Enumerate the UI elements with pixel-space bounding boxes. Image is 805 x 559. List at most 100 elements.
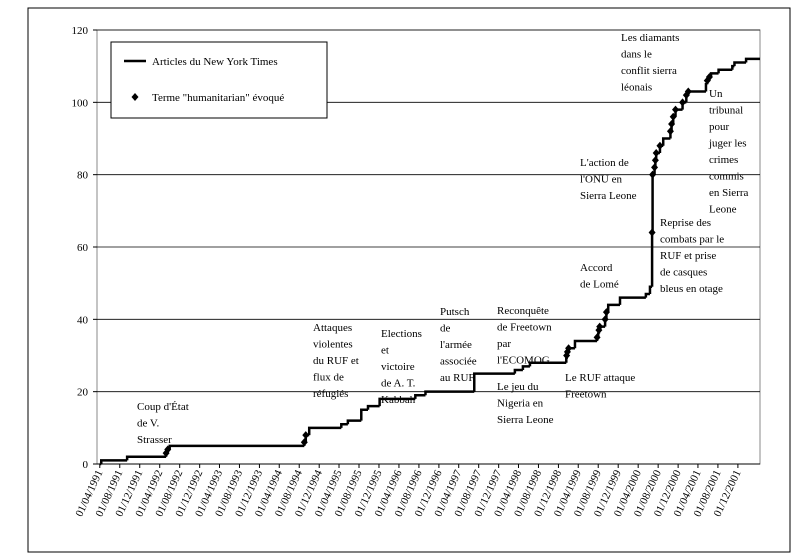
step-segment (414, 394, 426, 399)
step-segment (661, 137, 671, 146)
annotation: Les diamants (621, 32, 679, 44)
marker (300, 438, 308, 447)
marker (651, 163, 659, 172)
annotation: associée (440, 356, 477, 368)
annotation: Le RUF attaque (565, 372, 635, 384)
annotation: Nigeria en (497, 398, 544, 410)
step-segment (346, 419, 362, 425)
marker (656, 141, 664, 150)
step-segment (340, 422, 348, 428)
step-segment (731, 64, 735, 70)
annotation: en Sierra (709, 187, 749, 199)
y-tick-label: 40 (77, 314, 89, 326)
marker (669, 112, 677, 121)
step-segment (378, 397, 416, 407)
legend-label: Terme "humanitarian" évoqué (152, 92, 284, 104)
annotation: l'ECOMOG (497, 355, 550, 367)
step-segment (733, 61, 747, 67)
step-segment (606, 303, 620, 313)
annotation: juger les (708, 138, 747, 150)
annotation: Sierra Leone (497, 414, 554, 426)
annotation: dans le (621, 49, 652, 61)
marker (668, 120, 676, 129)
legend-marker (131, 93, 139, 101)
marker (666, 127, 674, 136)
step-segment (366, 404, 380, 410)
marker (601, 315, 609, 324)
step-segment (513, 368, 523, 374)
y-tick-label: 60 (77, 242, 89, 254)
annotation: de Freetown (497, 322, 552, 334)
annotation: violentes (313, 339, 353, 351)
step-segment (704, 83, 708, 92)
annotation: Un (709, 88, 723, 100)
annotation: Reprise des (660, 217, 711, 229)
annotation: l'ONU en (580, 174, 623, 186)
marker (684, 87, 692, 96)
step-segment (307, 426, 342, 436)
annotation: de A. T. (381, 378, 416, 390)
annotation: de Lomé (580, 279, 619, 291)
annotation: Kabbah (381, 394, 416, 406)
marker (705, 73, 713, 82)
y-tick-label: 20 (77, 387, 89, 399)
annotation: Le jeu du (497, 381, 539, 393)
y-tick-label: 120 (72, 25, 89, 37)
marker (593, 333, 601, 342)
annotation: du RUF et (313, 355, 359, 367)
annotation: bleus en otage (660, 283, 723, 295)
marker (602, 308, 610, 317)
annotation: et (381, 345, 389, 357)
step-segment (744, 57, 760, 63)
annotation: victoire (381, 361, 415, 373)
annotation: Putsch (440, 306, 470, 318)
step-segment (360, 408, 368, 421)
annotation: au RUF (440, 372, 475, 384)
step-segment (100, 459, 128, 464)
annotation: Attaques (313, 322, 352, 334)
annotation: Elections (381, 328, 422, 340)
annotation: flux de (313, 372, 344, 384)
marker (679, 98, 687, 107)
marker (565, 344, 573, 353)
marker (302, 431, 310, 440)
annotation: Leone (709, 204, 737, 216)
step-segment (528, 361, 567, 367)
annotation: pour (709, 121, 730, 133)
annotation: combats par le (660, 234, 724, 246)
step-segment (717, 68, 733, 74)
annotation: par (497, 338, 511, 350)
marker (648, 228, 656, 237)
annotation: RUF et prise (660, 250, 716, 262)
annotation: de V. (137, 418, 159, 430)
annotation: de (440, 323, 451, 335)
marker (164, 445, 172, 454)
y-tick-label: 100 (72, 97, 89, 109)
y-tick-label: 80 (77, 170, 89, 182)
annotation: de casques (660, 267, 707, 279)
annotation: conflit sierra (621, 65, 677, 77)
marker (672, 105, 680, 114)
marker (651, 156, 659, 165)
legend-box (110, 41, 328, 119)
annotation: L'action de (580, 157, 629, 169)
y-tick-label: 0 (83, 459, 89, 471)
annotation: crimes (709, 154, 738, 166)
annotation: tribunal (709, 105, 743, 117)
step-segment (521, 365, 530, 370)
marker (649, 170, 657, 179)
step-segment (644, 292, 650, 298)
annotation: Reconquête (497, 305, 549, 317)
annotation: Accord (580, 262, 613, 274)
marker (652, 148, 660, 157)
step-segment (424, 390, 475, 396)
marker (596, 322, 604, 331)
annotation: commis (709, 171, 744, 183)
step-segment (573, 339, 598, 349)
annotation: Freetown (565, 389, 607, 401)
annotation: réfugiés (313, 388, 348, 400)
annotation: l'armée (440, 339, 472, 351)
annotation: Sierra Leone (580, 190, 637, 202)
annotation: Coup d'État (137, 401, 189, 413)
